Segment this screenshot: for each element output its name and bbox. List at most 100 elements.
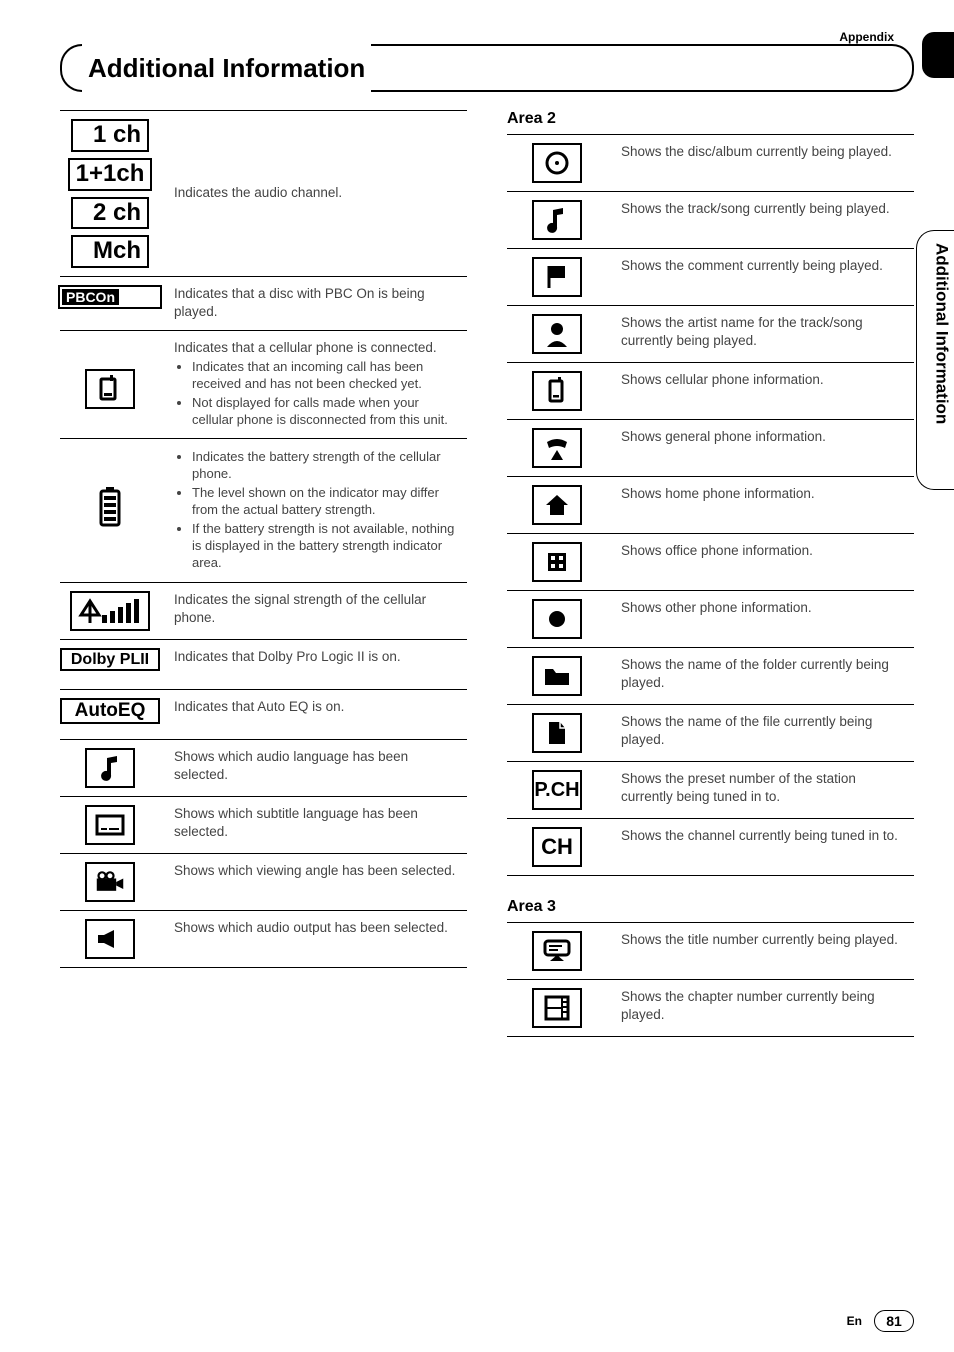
row-cell-phone: Shows cellular phone information. xyxy=(507,363,914,420)
row-file: Shows the name of the file currently bei… xyxy=(507,705,914,762)
channel-icons: 1 ch 1+1ch 2 ch Mch xyxy=(60,119,160,268)
desc-other: Shows other phone information. xyxy=(621,599,816,617)
row-output: Shows which audio output has been select… xyxy=(60,911,467,968)
desc-disc: Shows the disc/album currently being pla… xyxy=(621,143,896,161)
left-column: 1 ch 1+1ch 2 ch Mch Indicates the audio … xyxy=(60,110,467,1037)
row-autoeq: AutoEQ Indicates that Auto EQ is on. xyxy=(60,690,467,740)
desc-comment: Shows the comment currently being played… xyxy=(621,257,887,275)
desc-pbc: Indicates that a disc with PBC On is bei… xyxy=(174,285,467,321)
autoeq-icon: AutoEQ xyxy=(60,698,160,725)
flag-icon xyxy=(507,257,607,297)
row-track: Shows the track/song currently being pla… xyxy=(507,192,914,249)
row-phone: Indicates that a cellular phone is conne… xyxy=(60,331,467,440)
label-1ch: 1 ch xyxy=(71,119,149,152)
desc-phone: Indicates that a cellular phone is conne… xyxy=(174,339,467,431)
row-disc: Shows the disc/album currently being pla… xyxy=(507,134,914,192)
dolby-icon: Dolby PLII xyxy=(60,648,160,671)
pbc-label: PBCOn xyxy=(58,285,162,309)
cellphone-icon xyxy=(507,371,607,411)
footer-lang: En xyxy=(847,1314,862,1328)
desc-ch: Shows the channel currently being tuned … xyxy=(621,827,902,845)
row-home-phone: Shows home phone information. xyxy=(507,477,914,534)
pch-icon: P.CH xyxy=(507,770,607,810)
row-other-phone: Shows other phone information. xyxy=(507,591,914,648)
pbc-icon: PBCOn xyxy=(60,285,160,309)
desc-output: Shows which audio output has been select… xyxy=(174,919,452,937)
phone-icon xyxy=(60,339,160,409)
desc-audio-channel: Indicates the audio channel. xyxy=(174,184,346,202)
row-chapter: Shows the chapter number currently being… xyxy=(507,980,914,1037)
signal-icon xyxy=(60,591,160,631)
desc-dolby: Indicates that Dolby Pro Logic II is on. xyxy=(174,648,405,666)
row-battery: Indicates the battery strength of the ce… xyxy=(60,439,467,582)
row-title-number: Shows the title number currently being p… xyxy=(507,922,914,980)
footer: En 81 xyxy=(847,1310,914,1332)
desc-general: Shows general phone information. xyxy=(621,428,830,446)
label-2ch: 2 ch xyxy=(71,197,149,230)
row-office-phone: Shows office phone information. xyxy=(507,534,914,591)
ch-label: CH xyxy=(532,827,582,867)
desc-folder: Shows the name of the folder currently b… xyxy=(621,656,914,692)
folder-icon xyxy=(507,656,607,696)
footer-page-number: 81 xyxy=(874,1310,914,1332)
desc-artist: Shows the artist name for the track/song… xyxy=(621,314,914,350)
desc-cell: Shows cellular phone information. xyxy=(621,371,828,389)
row-pch: P.CH Shows the preset number of the stat… xyxy=(507,762,914,819)
handset-icon xyxy=(507,428,607,468)
dot-icon xyxy=(507,599,607,639)
desc-battery: Indicates the battery strength of the ce… xyxy=(174,447,467,573)
row-dolby: Dolby PLII Indicates that Dolby Pro Logi… xyxy=(60,640,467,690)
row-pbc: PBCOn Indicates that a disc with PBC On … xyxy=(60,277,467,330)
label-mch: Mch xyxy=(71,235,149,268)
desc-autoeq: Indicates that Auto EQ is on. xyxy=(174,698,348,716)
office-icon xyxy=(507,542,607,582)
ch-icon: CH xyxy=(507,827,607,867)
side-callout-text: Additional Information xyxy=(932,243,952,424)
home-icon xyxy=(507,485,607,525)
page-title: Additional Information xyxy=(82,53,371,84)
desc-pch: Shows the preset number of the station c… xyxy=(621,770,914,806)
row-audio-channel: 1 ch 1+1ch 2 ch Mch Indicates the audio … xyxy=(60,110,467,277)
note-icon xyxy=(60,748,160,788)
desc-home: Shows home phone information. xyxy=(621,485,819,503)
camera-icon xyxy=(60,862,160,902)
film-icon xyxy=(507,988,607,1028)
title-icon xyxy=(507,931,607,971)
side-tab xyxy=(922,32,954,78)
title-bar: Additional Information xyxy=(60,46,914,90)
row-signal: Indicates the signal strength of the cel… xyxy=(60,583,467,640)
desc-track: Shows the track/song currently being pla… xyxy=(621,200,894,218)
row-audio-lang: Shows which audio language has been sele… xyxy=(60,740,467,797)
appendix-label: Appendix xyxy=(60,30,894,44)
subtitle-icon xyxy=(60,805,160,845)
track-note-icon xyxy=(507,200,607,240)
desc-office: Shows office phone information. xyxy=(621,542,817,560)
row-ch: CH Shows the channel currently being tun… xyxy=(507,819,914,876)
dolby-label: Dolby PLII xyxy=(60,648,160,671)
row-artist: Shows the artist name for the track/song… xyxy=(507,306,914,363)
desc-signal: Indicates the signal strength of the cel… xyxy=(174,591,467,627)
disc-icon xyxy=(507,143,607,183)
row-folder: Shows the name of the folder currently b… xyxy=(507,648,914,705)
row-general-phone: Shows general phone information. xyxy=(507,420,914,477)
file-icon xyxy=(507,713,607,753)
desc-subtitle: Shows which subtitle language has been s… xyxy=(174,805,467,841)
label-1plus1ch: 1+1ch xyxy=(68,158,153,191)
row-comment: Shows the comment currently being played… xyxy=(507,249,914,306)
area3-heading: Area 3 xyxy=(507,898,914,916)
right-column: Area 2 Shows the disc/album currently be… xyxy=(507,110,914,1037)
row-subtitle: Shows which subtitle language has been s… xyxy=(60,797,467,854)
desc-file: Shows the name of the file currently bei… xyxy=(621,713,914,749)
speaker-icon xyxy=(60,919,160,959)
area2-heading: Area 2 xyxy=(507,110,914,128)
autoeq-label: AutoEQ xyxy=(60,698,160,725)
row-angle: Shows which viewing angle has been selec… xyxy=(60,854,467,911)
desc-audio-lang: Shows which audio language has been sele… xyxy=(174,748,467,784)
pch-label: P.CH xyxy=(532,770,582,810)
side-callout: Additional Information xyxy=(916,230,954,490)
battery-icon xyxy=(60,447,160,527)
desc-angle: Shows which viewing angle has been selec… xyxy=(174,862,459,880)
desc-title: Shows the title number currently being p… xyxy=(621,931,902,949)
person-icon xyxy=(507,314,607,354)
desc-chapter: Shows the chapter number currently being… xyxy=(621,988,914,1024)
